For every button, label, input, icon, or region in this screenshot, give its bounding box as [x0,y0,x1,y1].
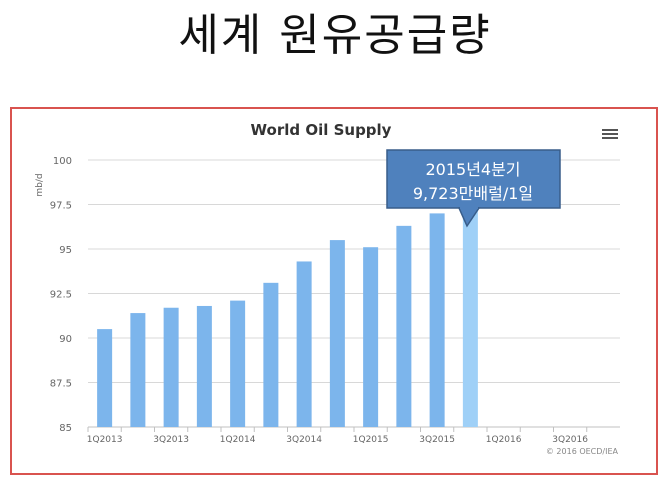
chart-credit: © 2016 OECD/IEA [546,447,619,456]
x-tick-label: 3Q2015 [419,435,455,445]
y-tick-label: 85 [59,423,72,434]
bar-4Q2015[interactable] [462,209,478,427]
oil-supply-chart: 85 87.5 90 92.5 95 97.5 100 1Q2013 3Q2013 1Q2014… [35,121,620,456]
y-tick-label: 95 [59,245,72,256]
bar-3Q2013[interactable] [163,307,179,427]
callout-line-2: 9,723만배럴/1일 [413,184,533,203]
x-tick-label: 1Q2016 [486,435,522,445]
y-tick-label: 100 [53,156,72,167]
x-tick-label: 3Q2013 [153,435,189,445]
y-axis-ticks: 85 87.5 90 92.5 95 97.5 100 [50,156,72,434]
page-title: 세계 원유공급량 [178,10,492,61]
y-tick-label: 92.5 [50,290,72,301]
bar-2Q2014[interactable] [263,282,279,427]
x-tick-label: 3Q2014 [286,435,322,445]
bar-3Q2015[interactable] [429,213,445,427]
bar-4Q2013[interactable] [196,305,212,427]
callout-box [386,149,561,209]
x-tick-label: 1Q2014 [220,435,256,445]
y-axis-label: mb/d [35,173,45,196]
bar-3Q2014[interactable] [296,261,312,427]
bar-1Q2014[interactable] [230,300,246,427]
bar-2Q2015[interactable] [396,225,412,427]
bars [97,209,478,427]
y-tick-label: 97.5 [50,201,72,212]
chart-title: World Oil Supply [251,121,392,139]
x-tick-label: 1Q2013 [87,435,123,445]
callout: 2015년4분기 9,723만배럴/1일 [386,149,561,228]
bar-1Q2015[interactable] [363,247,379,427]
x-tick-label: 3Q2016 [552,435,588,445]
bar-4Q2014[interactable] [329,240,345,427]
callout-line-1: 2015년4분기 [425,160,520,179]
x-tick-label: 1Q2015 [353,435,389,445]
x-axis-ticks: 1Q2013 3Q2013 1Q2014 3Q2014 1Q2015 3Q2015 1Q20… [87,427,588,445]
y-tick-label: 87.5 [50,379,72,390]
hamburger-menu-icon[interactable] [601,127,619,141]
bar-2Q2013[interactable] [130,313,146,427]
bar-1Q2013[interactable] [97,329,113,427]
y-tick-label: 90 [59,334,72,345]
